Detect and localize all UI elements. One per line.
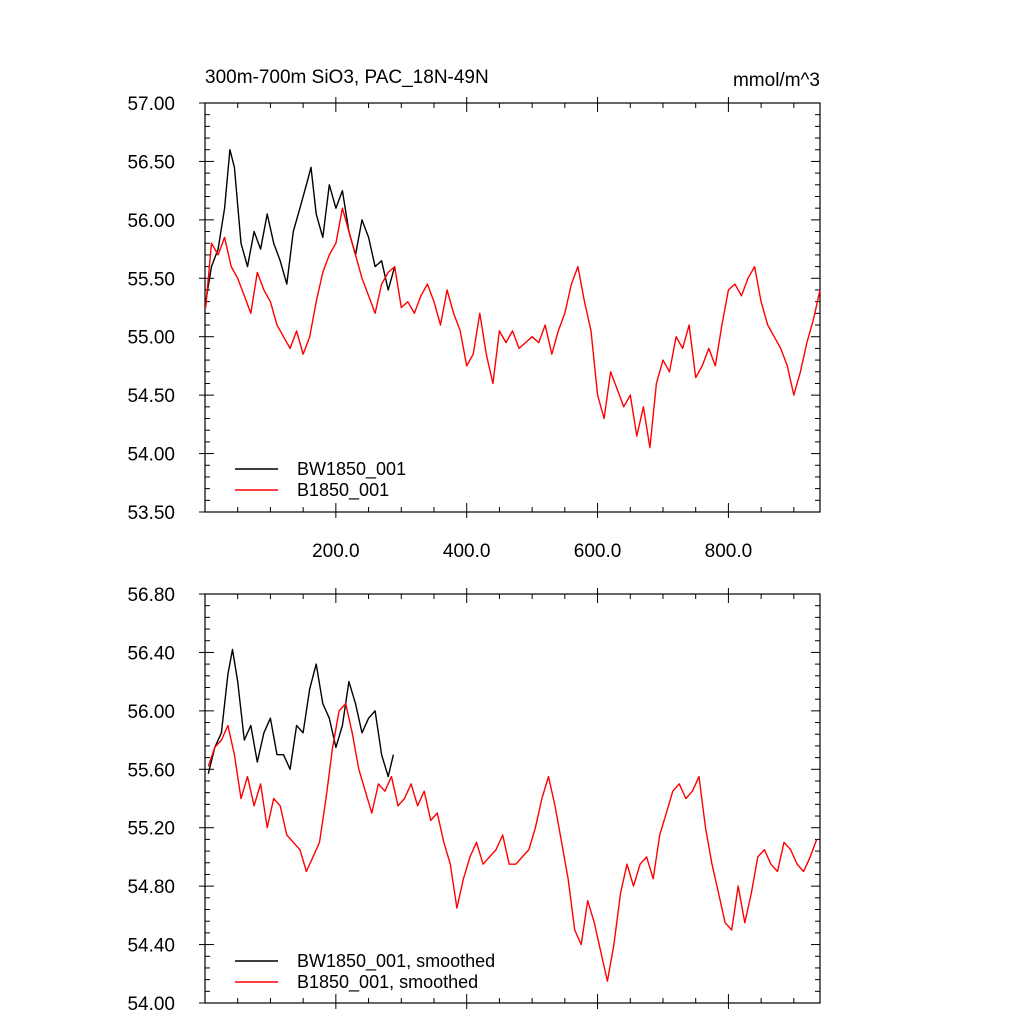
series-line-0 (205, 148, 396, 302)
y-tick-label: 55.50 (127, 269, 175, 290)
x-tick-label: 600.0 (574, 541, 622, 562)
chart-title: 300m-700m SiO3, PAC_18N-49N (205, 67, 489, 88)
y-tick-label: 56.00 (127, 211, 175, 232)
top-panel: 300m-700m SiO3, PAC_18N-49N mmol/m^3 57.… (127, 67, 821, 562)
y-tick-label: 54.00 (127, 445, 175, 466)
legend-label-1: B1850_001 (297, 480, 389, 501)
y-tick-label: 56.00 (127, 702, 175, 723)
y-tick-label: 55.20 (127, 819, 175, 840)
series-line-1 (207, 702, 818, 982)
bottom-axis-ticks: 56.80 56.40 56.00 55.60 55.20 54.80 54.40 54.00 (127, 585, 820, 1015)
y-tick-label: 56.50 (127, 152, 175, 173)
x-tick-label: 200.0 (312, 541, 360, 562)
top-axis-ticks: 57.00 56.50 56.00 55.50 55.00 54.50 54.00 53.50… (127, 94, 820, 562)
x-tick-label: 800.0 (705, 541, 753, 562)
y-tick-label: 54.50 (127, 386, 175, 407)
y-tick-label: 57.00 (127, 94, 175, 115)
y-tick-label: 56.40 (127, 643, 175, 664)
legend-label-1: B1850_001, smoothed (297, 972, 478, 993)
y-tick-label: 54.40 (127, 936, 175, 957)
y-tick-label: 56.80 (127, 585, 175, 606)
top-plot-frame (204, 102, 821, 513)
y-tick-label: 53.50 (127, 503, 175, 524)
y-tick-label: 54.80 (127, 877, 175, 898)
bottom-plot-frame (204, 593, 821, 1004)
legend-label-0: BW1850_001 (297, 459, 406, 480)
bottom-series-lines (207, 648, 818, 982)
y-tick-label: 54.00 (127, 994, 175, 1015)
top-series-lines (205, 148, 821, 449)
legend-label-0: BW1850_001, smoothed (297, 951, 495, 972)
series-line-1 (205, 207, 821, 449)
y-tick-label: 55.00 (127, 328, 175, 349)
units-label: mmol/m^3 (733, 70, 820, 91)
series-line-0 (207, 648, 395, 778)
x-tick-label: 400.0 (443, 541, 491, 562)
y-tick-label: 55.60 (127, 760, 175, 781)
bottom-panel: 56.80 56.40 56.00 55.60 55.20 54.80 54.40 54.00… (127, 585, 821, 1015)
